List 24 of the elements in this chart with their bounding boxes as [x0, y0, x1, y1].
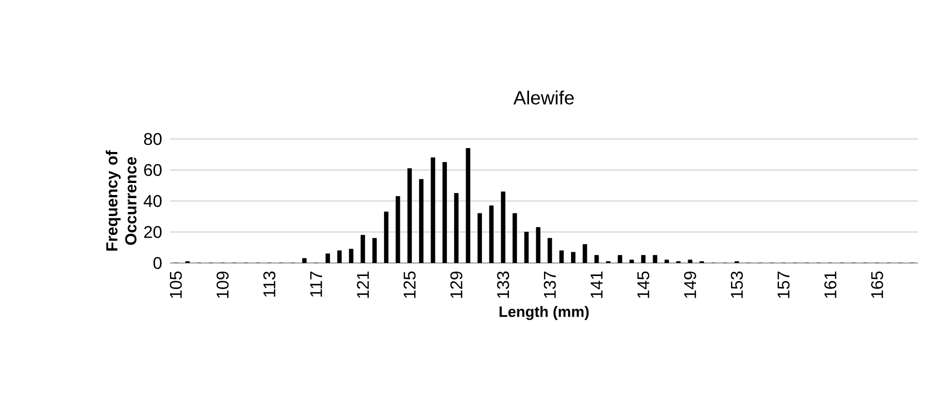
- x-tick-label: 129: [450, 272, 462, 298]
- y-tick-label: 40: [144, 194, 162, 208]
- x-tick-label: 153: [730, 272, 743, 298]
- x-tick-label: 149: [684, 272, 696, 298]
- x-tick-label: 125: [404, 271, 416, 298]
- y-tick-label: 80: [144, 132, 162, 146]
- x-tick-label: 157: [778, 272, 790, 298]
- x-tick-label: 121: [356, 272, 369, 298]
- x-tick-label: 141: [590, 272, 602, 298]
- x-tick-label: 165: [871, 271, 884, 298]
- y-tick-label: 0: [153, 256, 162, 270]
- x-tick-label: 117: [310, 272, 322, 297]
- chart-title: Alewife: [513, 90, 574, 105]
- x-axis-title: Length (mm): [500, 306, 589, 320]
- x-tick-label: 113: [263, 272, 276, 297]
- y-tick-label: 20: [144, 226, 162, 238]
- x-tick-label: 105: [170, 271, 182, 298]
- x-tick-label: 145: [637, 271, 650, 298]
- x-tick-label: 109: [216, 272, 229, 298]
- y-axis-title: Frequency of Occurrence: [106, 150, 136, 251]
- x-tick-label: 133: [497, 272, 510, 298]
- y-tick-label: 60: [144, 164, 162, 176]
- x-tick-label: 137: [544, 272, 556, 298]
- x-tick-label: 161: [824, 272, 836, 298]
